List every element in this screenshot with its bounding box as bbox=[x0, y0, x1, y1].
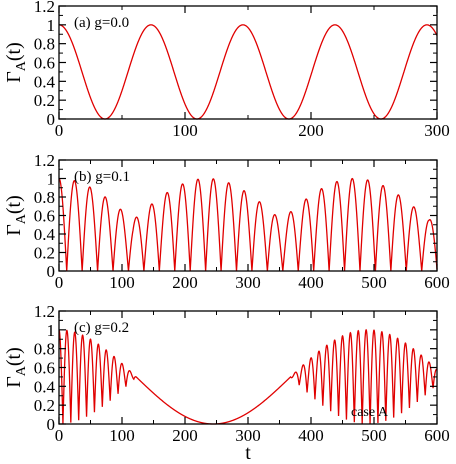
panel-b-panel-label: (b) g=0.1 bbox=[74, 169, 130, 185]
panel-b-xtick-label: 600 bbox=[424, 273, 450, 292]
panel-b-xtick-label: 100 bbox=[109, 273, 135, 292]
panel-a-ytick-label: 0.2 bbox=[34, 91, 55, 110]
panel-c-ytick-label: 0.6 bbox=[34, 359, 55, 378]
panel-b-ytick-label: 1.2 bbox=[34, 151, 55, 170]
panel-a-y-axis-label: ΓA(t) bbox=[3, 42, 29, 83]
panel-a-ytick-label: 0.8 bbox=[34, 35, 55, 54]
panel-c-x-axis-label: t bbox=[245, 442, 251, 464]
panel-b-ytick-label: 0.6 bbox=[34, 207, 55, 226]
panel-b-ytick-label: 0.4 bbox=[34, 225, 56, 244]
panel-c-xtick-label: 400 bbox=[298, 426, 324, 445]
panel-b-y-axis-label: ΓA(t) bbox=[3, 195, 29, 236]
panel-c-xtick-label: 300 bbox=[235, 426, 261, 445]
panel-b-xtick-label: 200 bbox=[172, 273, 198, 292]
panel-c-xtick-label: 200 bbox=[172, 426, 198, 445]
panel-a-xtick-label: 0 bbox=[55, 121, 64, 140]
panel-a-ytick-label: 1 bbox=[47, 16, 56, 35]
panel-b-xtick-label: 500 bbox=[361, 273, 387, 292]
panel-b-xtick-label: 400 bbox=[298, 273, 324, 292]
panel-a-ytick-label: 0.6 bbox=[34, 54, 55, 73]
panel-b-xtick-label: 0 bbox=[55, 273, 64, 292]
panel-c-annotation: case A bbox=[351, 405, 389, 420]
panel-a-series-line bbox=[58, 24, 438, 120]
panel-a-xtick-label: 100 bbox=[172, 121, 198, 140]
panel-c-ytick-label: 0.4 bbox=[34, 377, 56, 396]
panel-c-xtick-label: 100 bbox=[109, 426, 135, 445]
panel-a-xtick-label: 200 bbox=[298, 121, 324, 140]
panel-b-ytick-label: 0.8 bbox=[34, 188, 55, 207]
panel-b-xtick-label: 300 bbox=[235, 273, 261, 292]
panel-c-xtick-label: 600 bbox=[424, 426, 450, 445]
panel-c-series-line bbox=[58, 328, 438, 425]
panel-c-ytick-label: 0.2 bbox=[34, 396, 55, 415]
panel-a-ytick-label: 0 bbox=[47, 110, 56, 129]
panel-a-xtick-label: 300 bbox=[424, 121, 450, 140]
panel-c-panel-label: (c) g=0.2 bbox=[74, 320, 129, 336]
panel-b-ytick-label: 1 bbox=[47, 170, 56, 189]
panel-c-ytick-label: 0.8 bbox=[34, 340, 55, 359]
panel-c-xtick-label: 0 bbox=[55, 426, 64, 445]
panel-a-ytick-label: 0.4 bbox=[34, 72, 56, 91]
panel-b-ytick-label: 0.2 bbox=[34, 244, 55, 263]
panel-c-y-axis-label: ΓA(t) bbox=[3, 347, 29, 388]
panel-c-ytick-label: 1.2 bbox=[34, 302, 55, 321]
panel-c-ytick-label: 0 bbox=[47, 415, 56, 434]
panel-c-xtick-label: 500 bbox=[361, 426, 387, 445]
panel-b-series-line bbox=[58, 177, 438, 272]
panel-a-ytick-label: 1.2 bbox=[34, 0, 55, 16]
panel-c-ytick-label: 1 bbox=[47, 321, 56, 340]
panel-b-ytick-label: 0 bbox=[47, 262, 56, 281]
panel-a-panel-label: (a) g=0.0 bbox=[74, 15, 129, 31]
